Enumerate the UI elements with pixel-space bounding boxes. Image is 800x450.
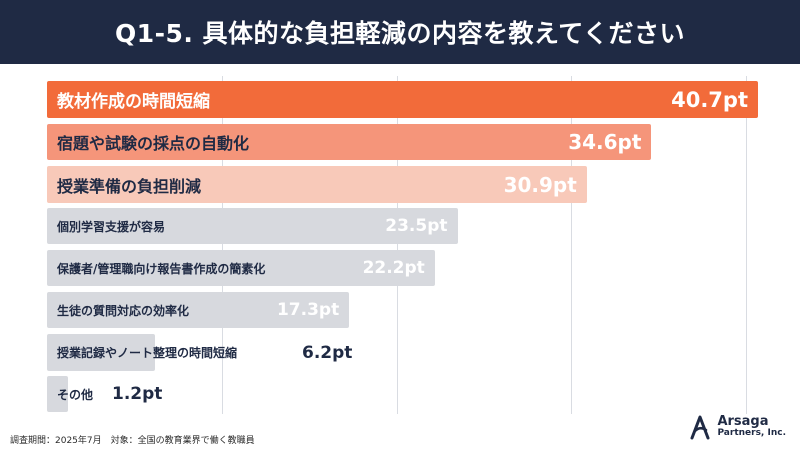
category-label: その他 <box>57 387 94 402</box>
bar <box>47 292 350 328</box>
bar <box>47 250 435 286</box>
value-label: 40.7pt <box>671 87 748 112</box>
gridline <box>746 76 747 414</box>
brand-sub: Partners, Inc. <box>717 428 786 439</box>
brand-logo: Arsaga Partners, Inc. <box>689 414 786 440</box>
category-label: 個別学習支援が容易 <box>57 219 166 234</box>
bar <box>47 208 458 244</box>
bar <box>47 376 68 412</box>
gridline <box>222 76 223 414</box>
bar <box>47 166 587 203</box>
category-label: 教材作成の時間短縮 <box>57 92 210 112</box>
value-label: 1.2pt <box>112 384 163 404</box>
category-label: 宿題や試験の採点の自動化 <box>57 134 250 153</box>
value-label: 6.2pt <box>302 342 353 363</box>
value-label: 17.3pt <box>276 300 340 320</box>
category-label: 授業準備の負担削減 <box>57 176 202 196</box>
value-label: 34.6pt <box>568 130 642 154</box>
category-label: 保護者/管理職向け報告書作成の簡素化 <box>57 261 266 276</box>
value-label: 30.9pt <box>503 172 577 197</box>
value-label: 23.5pt <box>385 216 448 236</box>
value-label: 22.2pt <box>362 258 425 278</box>
title-bar: Q1-5. 具体的な負担軽減の内容を教えてください <box>0 0 800 64</box>
page-title: Q1-5. 具体的な負担軽減の内容を教えてください <box>114 19 686 48</box>
category-label: 生徒の質問対応の効率化 <box>57 303 190 318</box>
arsaga-logo-icon <box>690 415 710 440</box>
bar <box>47 334 156 371</box>
gridline <box>397 76 398 414</box>
gridline <box>571 76 572 414</box>
survey-note: 調査期間：2025年7月 対象：全国の教育業界で働く教職員 <box>10 436 255 446</box>
category-label: 授業記録やノート整理の時間短縮 <box>57 346 238 360</box>
bar <box>47 81 758 118</box>
bar <box>47 124 652 160</box>
bar-chart: 教材作成の時間短縮 40.7pt 宿題や試験の採点の自動化 34.6pt 授業準備の負担… <box>0 64 800 424</box>
brand-name: Arsaga <box>717 414 769 430</box>
